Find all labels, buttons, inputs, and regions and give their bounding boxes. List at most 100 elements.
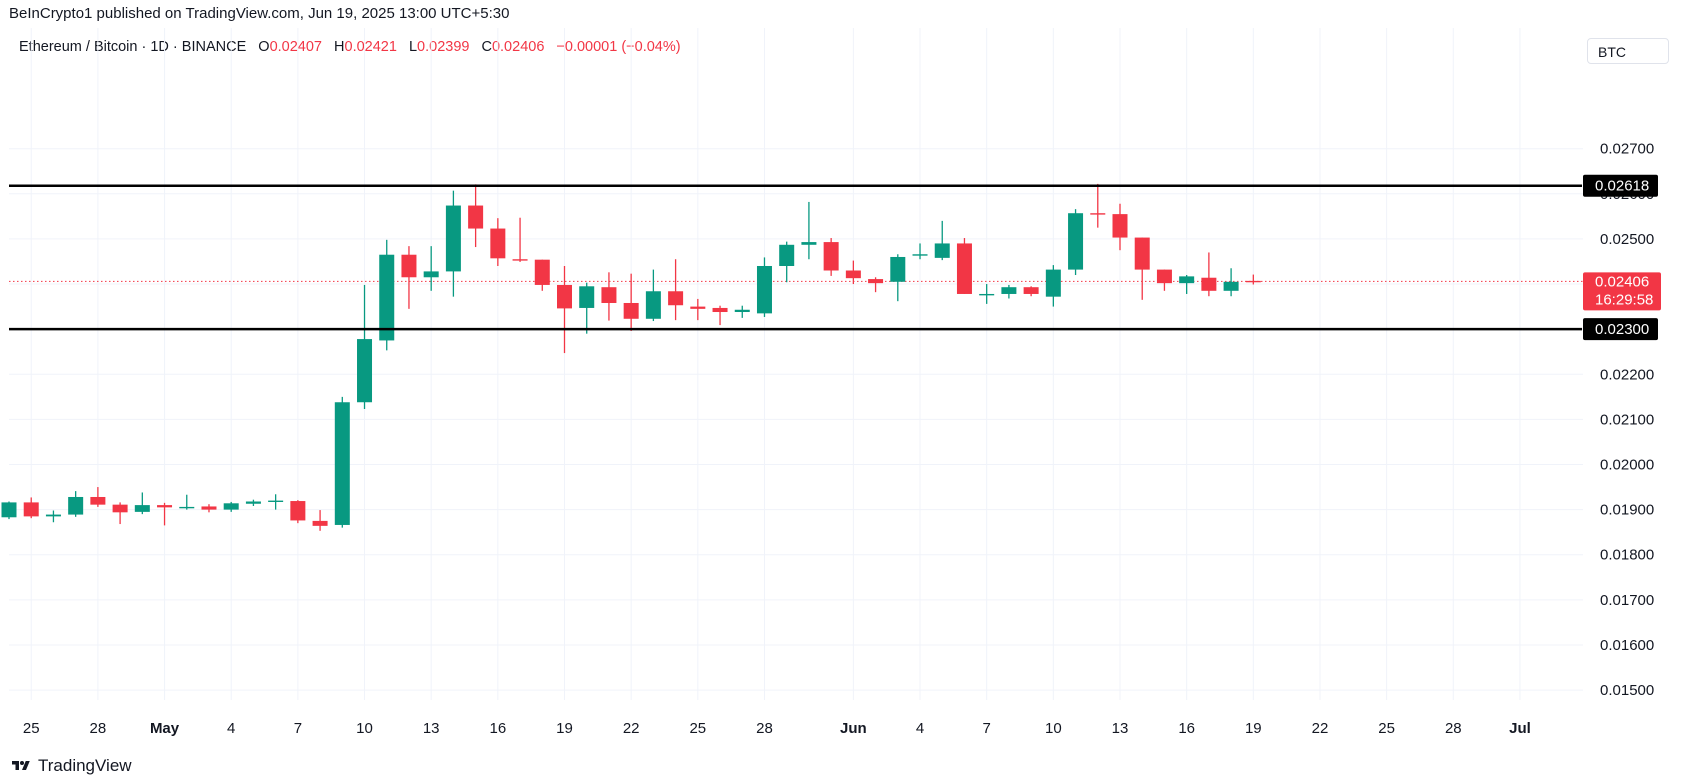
candle: [179, 494, 195, 510]
candle: [579, 282, 595, 334]
candle: [245, 499, 261, 507]
symbol-title[interactable]: Ethereum / Bitcoin · 1D · BINANCE: [19, 39, 247, 55]
level-badge: [1583, 174, 1658, 197]
time-tick-label: 25: [1378, 720, 1395, 737]
candle-body: [1090, 213, 1106, 215]
candle-body: [290, 501, 306, 521]
candle-body: [1045, 269, 1061, 297]
time-tick-label: 16: [489, 720, 506, 737]
candle: [868, 277, 884, 293]
level-badge-label: 0.02618: [1595, 178, 1649, 195]
candle: [379, 239, 395, 351]
candle: [845, 260, 861, 285]
candle: [1223, 268, 1239, 297]
candle-body: [401, 254, 417, 278]
candle: [668, 259, 684, 321]
time-axis[interactable]: 25 28 May 4 7 10 13 16 19 22 25 28 Jun 4 7 10 13 16 19 22 25…: [23, 720, 1531, 737]
candle-body: [468, 205, 484, 229]
candle: [201, 504, 217, 513]
candle-body: [312, 520, 328, 526]
currency-button[interactable]: BTC: [1587, 38, 1669, 64]
high-label: H: [334, 39, 345, 55]
open-label: O: [258, 39, 270, 55]
candle: [445, 190, 461, 297]
candle: [334, 396, 350, 528]
time-tick-label: 28: [90, 720, 107, 737]
time-tick-label: 7: [983, 720, 991, 737]
candle: [1134, 237, 1150, 300]
candle-body: [579, 286, 595, 308]
candle-body: [134, 505, 150, 512]
price-tick-label: 0.02000: [1600, 457, 1654, 474]
candle-body: [157, 505, 173, 508]
candle: [557, 265, 572, 354]
candle: [645, 269, 661, 322]
candle-body: [334, 402, 350, 525]
time-tick-label: 13: [1112, 720, 1129, 737]
candle: [1, 501, 17, 520]
level-badge-label: 0.02300: [1595, 321, 1649, 338]
candle: [312, 510, 328, 531]
price-axis[interactable]: 0.027000.026000.025000.024000.023000.022…: [1600, 141, 1654, 699]
time-tick-label: Jun: [840, 720, 867, 737]
time-tick-label: 25: [23, 720, 40, 737]
horizontal-levels[interactable]: [9, 184, 1582, 331]
ohlc-legend: Ethereum / Bitcoin · 1D · BINANCE O0.024…: [19, 39, 681, 55]
brand-logo[interactable]: TradingView: [9, 756, 132, 776]
time-tick-label: 22: [623, 720, 640, 737]
change-value: −0.00001 (−0.04%): [556, 39, 681, 55]
candle: [823, 238, 839, 276]
candle-body: [268, 500, 284, 502]
price-tick-label: 0.02700: [1600, 141, 1654, 158]
candle-body: [890, 256, 906, 282]
candle-body: [1068, 213, 1084, 270]
close-value: 0.02406: [491, 39, 545, 55]
candle-body: [979, 293, 995, 296]
candle-body: [357, 339, 373, 403]
candle-body: [179, 506, 195, 509]
candle-body: [1245, 280, 1261, 283]
candle: [890, 254, 906, 302]
candle-body: [223, 503, 239, 510]
price-tick-label: 0.02500: [1600, 231, 1654, 248]
candle: [45, 510, 61, 523]
candle: [23, 497, 39, 519]
candle: [157, 502, 173, 526]
time-tick-label: 4: [227, 720, 235, 737]
high-value: 0.02421: [344, 39, 397, 55]
candle-body: [734, 309, 750, 313]
candle-body: [490, 228, 506, 259]
candle-body: [623, 302, 639, 319]
time-tick-label: 19: [1245, 720, 1262, 737]
candle-body: [912, 254, 928, 256]
time-tick-label: 13: [423, 720, 440, 737]
candle-body: [601, 287, 617, 303]
publisher-line: BeInCrypto1 published on TradingView.com…: [9, 5, 510, 22]
price-tick-label: 0.01600: [1600, 637, 1654, 654]
candle: [112, 502, 128, 525]
candle: [512, 217, 528, 262]
candle: [1068, 209, 1084, 276]
open-value: 0.02407: [269, 39, 322, 55]
price-tick-label: 0.02200: [1600, 366, 1654, 383]
time-tick-label: 19: [556, 720, 573, 737]
time-tick-label: 28: [756, 720, 773, 737]
candle-body: [712, 307, 728, 313]
candle-body: [801, 242, 817, 245]
candle-body: [645, 291, 661, 319]
candle: [1201, 252, 1217, 297]
time-tick-label: Jul: [1509, 720, 1531, 737]
candle: [1090, 183, 1106, 228]
candle-body: [1134, 237, 1150, 270]
candle: [1023, 286, 1039, 297]
candle-body: [1156, 269, 1172, 284]
candle-body: [379, 254, 395, 341]
level-badge: [1583, 318, 1658, 341]
candle: [1112, 203, 1128, 251]
candle: [934, 220, 950, 261]
candle-body: [245, 501, 261, 504]
candle-body: [1201, 277, 1217, 291]
candle-body: [956, 243, 972, 294]
time-tick-label: 4: [916, 720, 924, 737]
